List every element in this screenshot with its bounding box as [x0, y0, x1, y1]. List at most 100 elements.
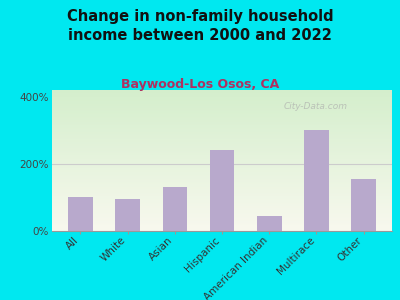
- Bar: [52, 97, 392, 98]
- Bar: [52, 104, 392, 106]
- Bar: [52, 139, 392, 141]
- Bar: [52, 110, 392, 111]
- Bar: [257, 216, 282, 231]
- Bar: [52, 215, 392, 217]
- Bar: [52, 98, 392, 100]
- Bar: [52, 148, 392, 149]
- Text: Change in non-family household
income between 2000 and 2022: Change in non-family household income be…: [67, 9, 333, 43]
- Bar: [52, 153, 392, 155]
- Bar: [52, 184, 392, 186]
- Bar: [52, 142, 392, 144]
- Bar: [52, 124, 392, 125]
- Bar: [52, 220, 392, 221]
- Bar: [115, 199, 140, 231]
- Bar: [52, 213, 392, 214]
- Bar: [52, 125, 392, 127]
- Bar: [52, 197, 392, 199]
- Bar: [52, 208, 392, 210]
- Bar: [52, 106, 392, 107]
- Bar: [52, 141, 392, 142]
- Bar: [52, 203, 392, 204]
- Bar: [162, 188, 187, 231]
- Bar: [52, 191, 392, 193]
- Bar: [52, 108, 392, 110]
- Bar: [52, 117, 392, 118]
- Bar: [52, 151, 392, 152]
- Bar: [52, 199, 392, 200]
- Bar: [52, 163, 392, 165]
- Bar: [52, 111, 392, 112]
- Bar: [52, 152, 392, 153]
- Bar: [52, 183, 392, 184]
- Bar: [52, 128, 392, 130]
- Bar: [52, 136, 392, 138]
- Bar: [52, 149, 392, 151]
- Bar: [52, 132, 392, 134]
- Bar: [52, 96, 392, 97]
- Bar: [52, 127, 392, 128]
- Bar: [52, 189, 392, 190]
- Text: Baywood-Los Osos, CA: Baywood-Los Osos, CA: [121, 78, 279, 91]
- Bar: [52, 159, 392, 160]
- Bar: [52, 114, 392, 116]
- Bar: [52, 90, 392, 92]
- Bar: [52, 182, 392, 183]
- Bar: [52, 134, 392, 135]
- Bar: [52, 186, 392, 187]
- Bar: [52, 172, 392, 173]
- Bar: [52, 193, 392, 194]
- Bar: [52, 206, 392, 207]
- Bar: [52, 158, 392, 159]
- Bar: [52, 165, 392, 166]
- Bar: [52, 155, 392, 156]
- Bar: [52, 170, 392, 172]
- Bar: [52, 224, 392, 225]
- Bar: [52, 196, 392, 197]
- Bar: [52, 131, 392, 132]
- Bar: [52, 173, 392, 175]
- Bar: [52, 194, 392, 196]
- Bar: [52, 101, 392, 103]
- Bar: [52, 138, 392, 139]
- Bar: [52, 167, 392, 169]
- Bar: [52, 175, 392, 176]
- Bar: [52, 187, 392, 189]
- Bar: [52, 207, 392, 208]
- Bar: [52, 227, 392, 228]
- Bar: [52, 223, 392, 224]
- Bar: [52, 190, 392, 191]
- Bar: [52, 162, 392, 163]
- Bar: [52, 100, 392, 101]
- Bar: [52, 230, 392, 231]
- Bar: [52, 160, 392, 162]
- Bar: [68, 197, 93, 231]
- Bar: [52, 122, 392, 124]
- Bar: [52, 118, 392, 120]
- Bar: [52, 135, 392, 136]
- Bar: [52, 211, 392, 213]
- Bar: [52, 116, 392, 117]
- Bar: [52, 180, 392, 181]
- Bar: [52, 217, 392, 218]
- Text: City-Data.com: City-Data.com: [283, 102, 347, 111]
- Bar: [304, 130, 329, 231]
- Bar: [351, 179, 376, 231]
- Bar: [52, 214, 392, 215]
- Bar: [52, 93, 392, 94]
- Bar: [52, 146, 392, 148]
- Bar: [52, 210, 392, 211]
- Bar: [52, 179, 392, 180]
- Bar: [52, 145, 392, 146]
- Bar: [52, 204, 392, 206]
- Bar: [52, 112, 392, 114]
- Bar: [52, 228, 392, 230]
- Bar: [52, 221, 392, 223]
- Bar: [52, 177, 392, 179]
- Bar: [52, 218, 392, 220]
- Bar: [52, 156, 392, 158]
- Bar: [52, 92, 392, 93]
- Bar: [52, 201, 392, 203]
- Bar: [52, 130, 392, 131]
- Bar: [52, 200, 392, 201]
- Bar: [52, 103, 392, 104]
